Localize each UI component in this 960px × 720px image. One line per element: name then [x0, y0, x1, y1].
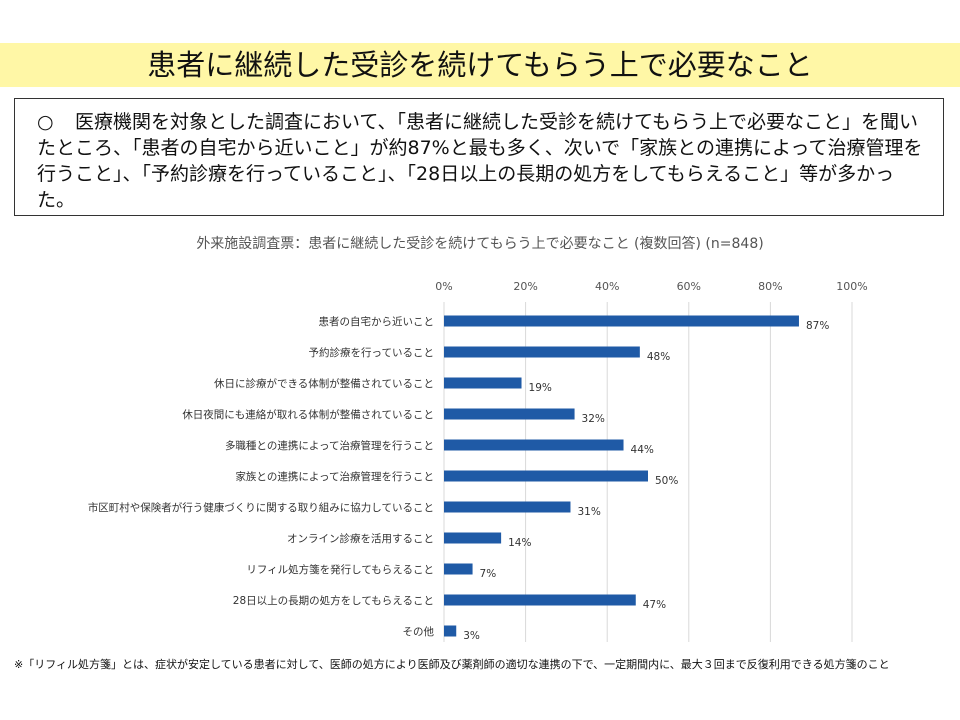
- x-tick-label: 60%: [677, 280, 701, 293]
- category-label: 休日夜間にも連絡が取れる体制が整備されていること: [182, 408, 434, 421]
- bar: [444, 532, 502, 544]
- category-label: 28日以上の長期の処方をしてもらえること: [233, 594, 434, 607]
- category-label: 家族との連携によって治療管理を行うこと: [235, 470, 434, 483]
- data-label: 3%: [463, 630, 480, 642]
- bar: [444, 594, 636, 606]
- x-tick-label: 80%: [758, 280, 782, 293]
- data-label: 31%: [577, 506, 600, 518]
- data-label: 32%: [582, 413, 605, 425]
- bar: [444, 625, 457, 637]
- bar: [444, 315, 799, 327]
- bar: [444, 408, 575, 420]
- bar: [444, 346, 640, 358]
- category-label: 休日に診療ができる体制が整備されていること: [214, 377, 434, 390]
- bar: [444, 470, 648, 482]
- category-label: 患者の自宅から近いこと: [319, 315, 435, 328]
- data-label: 7%: [480, 568, 497, 580]
- data-label: 14%: [508, 537, 531, 549]
- bar-chart: 0% 20% 40% 60% 80% 100% 患者の自宅から近いこと 87% 予約診療を行って…: [88, 280, 868, 642]
- x-tick-label: 40%: [595, 280, 619, 293]
- summary-text: 医療機関を対象とした調査において、「患者に継続した受診を続けてもらう上で必要なこ…: [37, 111, 923, 211]
- data-label: 47%: [643, 599, 666, 611]
- x-tick-label: 20%: [513, 280, 537, 293]
- x-tick-label: 0%: [435, 280, 452, 293]
- category-label: リフィル処方箋を発行してもらえること: [246, 563, 434, 576]
- data-label: 50%: [655, 475, 678, 487]
- x-tick-label: 100%: [836, 280, 867, 293]
- footnote: ※「リフィル処方箋」とは、症状が安定している患者に対して、医師の処方により医師及…: [14, 658, 890, 671]
- category-label: 多職種との連携によって治療管理を行うこと: [225, 439, 434, 452]
- category-label: 市区町村や保険者が行う健康づくりに関する取り組みに協力していること: [88, 501, 434, 514]
- bar: [444, 439, 624, 451]
- category-label: オンライン診療を活用すること: [287, 532, 434, 545]
- chart-title: 外来施設調査票：患者に継続した受診を続けてもらう上で必要なこと (複数回答) (…: [196, 236, 764, 252]
- category-label: 予約診療を行っていること: [309, 346, 434, 359]
- data-label: 48%: [647, 351, 670, 363]
- summary-bullet: ○: [37, 111, 54, 133]
- data-label: 19%: [529, 382, 552, 394]
- summary-box: ○ 医療機関を対象とした調査において、「患者に継続した受診を続けてもらう上で必要な…: [14, 98, 944, 216]
- bar: [444, 501, 571, 513]
- bar: [444, 563, 473, 575]
- data-label: 44%: [631, 444, 654, 456]
- category-label: その他: [403, 625, 435, 638]
- title-band: [0, 43, 960, 87]
- data-label: 87%: [806, 320, 829, 332]
- bar: [444, 377, 522, 389]
- page-title: 患者に継続した受診を続けてもらう上で必要なこと: [147, 48, 813, 82]
